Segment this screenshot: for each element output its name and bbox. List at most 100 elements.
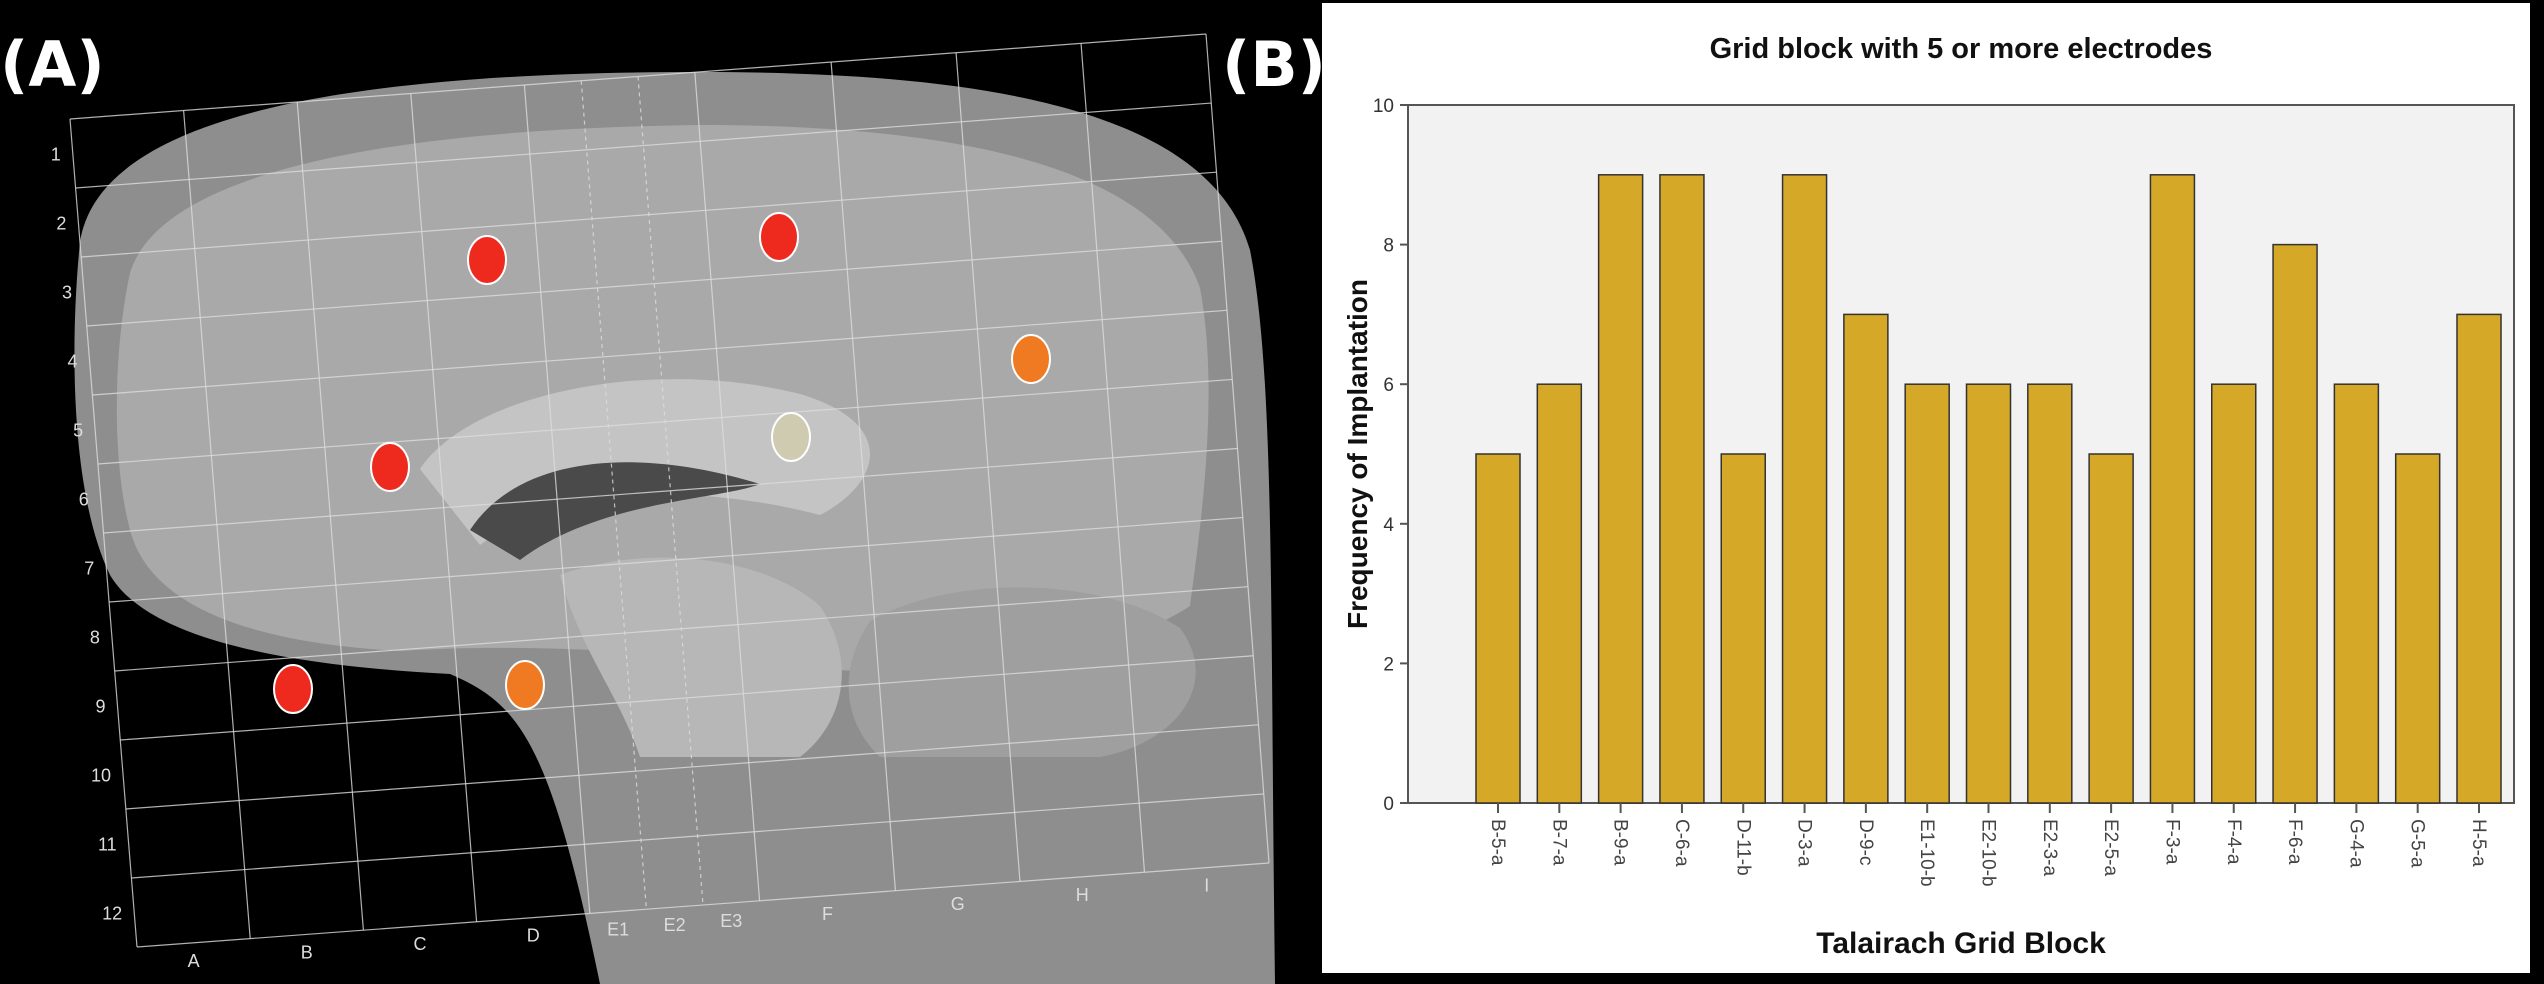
grid-row-line (109, 516, 1243, 603)
x-axis-label: Talairach Grid Block (1816, 927, 2106, 960)
grid-row-label: 5 (73, 421, 83, 441)
grid-col-line (296, 101, 364, 931)
bar-D-9-c (1843, 313, 1889, 804)
grid-col-line (1080, 43, 1146, 873)
grid-row-line (136, 862, 1270, 948)
grid-row-label: 7 (84, 559, 94, 579)
grid-row-line (86, 240, 1222, 327)
y-tick-label: 6 (1383, 375, 1394, 396)
bar-E2-5-a (2088, 453, 2134, 804)
y-tick-label: 0 (1383, 794, 1394, 815)
grid-col-label: B (301, 942, 313, 962)
grid-row-label: 4 (68, 352, 78, 372)
grid-col-label: C (414, 934, 427, 954)
grid-col-line (69, 118, 138, 948)
x-tick-label: G-5-a (2407, 819, 2428, 868)
x-tick-label: B-5-a (1487, 819, 1508, 866)
grid-row-label: 3 (62, 283, 72, 303)
grid-col-label: I (1204, 876, 1209, 896)
electrode-marker-orange (1011, 334, 1051, 384)
grid-col-label: E3 (720, 911, 742, 931)
grid-col-label: H (1076, 885, 1089, 905)
x-tick-label: C-6-a (1671, 819, 1692, 867)
bar-F-3-a (2149, 174, 2196, 804)
electrode-marker-red (759, 212, 799, 262)
panel-label-b: (B) (1222, 28, 1326, 101)
x-tick-label: E2-10-b (1978, 819, 1999, 887)
grid-col-label: F (822, 904, 833, 924)
x-tick-label: B-7-a (1548, 819, 1569, 866)
grid-col-line (1205, 33, 1270, 864)
bar-H-5-a (2456, 313, 2502, 804)
grid-col-line (955, 52, 1021, 882)
grid-row-label: 10 (91, 766, 111, 786)
bar-G-5-a (2394, 453, 2441, 804)
bar-G-4-a (2333, 383, 2380, 804)
x-tick-label: E2-3-a (2039, 819, 2060, 876)
grid-col-line (580, 80, 647, 910)
x-tick-label: D-3-a (1794, 819, 1815, 867)
grid-row-line (92, 309, 1228, 396)
electrode-marker-red (370, 442, 410, 492)
grid-col-line (410, 93, 478, 922)
x-tick-label: F-4-a (2223, 819, 2244, 865)
bar-F-4-a (2211, 383, 2257, 804)
bar-E2-3-a (2027, 383, 2073, 804)
grid-col-line (637, 76, 704, 906)
grid-col-line (183, 110, 251, 939)
y-tick-label: 4 (1383, 515, 1394, 536)
grid-col-label: E2 (664, 915, 686, 935)
x-tick-label: D-11-b (1732, 819, 1753, 876)
x-tick-label: D-9-c (1855, 819, 1876, 865)
ventricle (470, 462, 760, 560)
grid-row-line (75, 102, 1212, 189)
x-tick-label: B-9-a (1610, 819, 1631, 866)
x-tick-label: F-6-a (2284, 819, 2305, 865)
electrode-marker-orange (505, 660, 545, 710)
electrode-marker-beige (771, 412, 811, 462)
bar-chart: Grid block with 5 or more electrodes Tala… (1342, 33, 2515, 960)
electrode-marker-red (273, 664, 313, 714)
bar-B-9-a (1597, 174, 1644, 804)
bar-D-11-b (1720, 453, 1766, 804)
grid-col-line (523, 84, 591, 914)
grid-col-label: A (188, 951, 200, 971)
cerebellum (848, 587, 1196, 757)
grid-row-line (125, 724, 1259, 810)
grid-row-label: 1 (51, 145, 61, 165)
grid-row-label: 9 (95, 697, 105, 717)
grid-row-label: 8 (90, 628, 100, 648)
bar-E2-10-b (1965, 383, 2012, 804)
x-tick-label: H-5-a (2468, 819, 2489, 867)
x-tick-label: E2-5-a (2100, 819, 2121, 876)
x-tick-label: E1-10-b (1916, 819, 1937, 887)
grid-row-line (103, 447, 1238, 534)
y-axis-label: Frequency of Implantation (1342, 279, 1373, 629)
y-tick-label: 8 (1383, 236, 1394, 257)
grid-row-label: 6 (79, 490, 89, 510)
brainstem (560, 557, 842, 757)
bar-E1-10-b (1904, 383, 1950, 804)
y-tick-label: 10 (1373, 96, 1394, 117)
bar-F-6-a (2272, 243, 2318, 804)
grid-col-label: E1 (607, 919, 629, 939)
bar-C-6-a (1659, 174, 1705, 804)
panel-label-a: (A) (0, 28, 105, 101)
bar-B-5-a (1475, 453, 1521, 804)
grid-col-label: G (951, 894, 965, 914)
electrode-marker-red (467, 235, 507, 285)
bar-B-7-a (1536, 383, 1583, 804)
grid-row-line (120, 655, 1254, 741)
bar-chart-panel: Grid block with 5 or more electrodes Tala… (1322, 3, 2530, 973)
grid-row-label: 11 (98, 835, 117, 855)
grid-row-label: 2 (56, 214, 66, 234)
x-tick-label: G-4-a (2345, 819, 2366, 868)
chart-title: Grid block with 5 or more electrodes (1710, 33, 2213, 65)
plot-area (1407, 104, 2515, 804)
grid-col-label: D (527, 926, 540, 946)
grid-col-line (694, 72, 761, 901)
grid-col-line (830, 62, 897, 891)
x-tick-label: F-3-a (2161, 819, 2182, 865)
grid-row-label: 12 (102, 904, 122, 924)
